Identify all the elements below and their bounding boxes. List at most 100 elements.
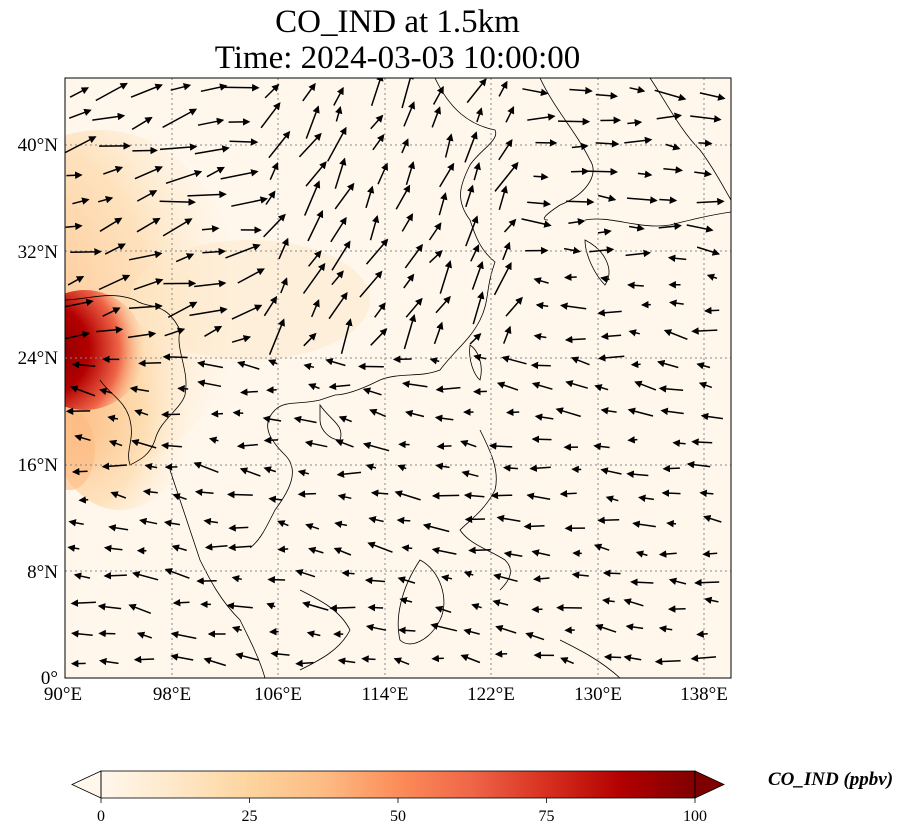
wind-arrow (594, 384, 609, 392)
wind-arrow (473, 162, 481, 181)
wind-arrow (434, 414, 454, 423)
wind-arrow (311, 299, 320, 318)
wind-arrow (460, 439, 477, 448)
wind-arrow (130, 83, 163, 98)
wind-arrow (227, 490, 253, 499)
gridlines (65, 78, 731, 678)
wind-arrow (133, 655, 155, 664)
wind-arrow (593, 442, 610, 451)
wind-arrow (197, 360, 224, 369)
wind-arrow (656, 112, 682, 120)
wind-arrow (658, 550, 677, 558)
wind-arrow (170, 83, 192, 91)
wind-arrow (374, 302, 386, 318)
co-field-hotspot (65, 290, 145, 410)
wind-arrow (167, 301, 198, 319)
wind-arrow (468, 546, 491, 555)
wind-arrow (663, 166, 683, 174)
wind-arrow (626, 470, 649, 478)
colorbar: 0 25 50 75 100 (71, 770, 725, 825)
wind-arrow (239, 467, 261, 477)
wind-arrow (686, 460, 711, 469)
wind-arrow (533, 332, 547, 341)
map-frame (64, 77, 732, 679)
wind-arrow (133, 278, 164, 291)
wind-arrow (220, 83, 260, 92)
wind-arrow (654, 89, 687, 101)
wind-arrow (658, 222, 682, 230)
wind-arrow (266, 602, 276, 610)
wind-arrow (464, 515, 486, 524)
wind-arrow (559, 489, 577, 498)
wind-arrow (623, 598, 644, 607)
wind-arrow (435, 462, 450, 471)
wind-arrow (172, 598, 190, 607)
wind-arrow (307, 209, 324, 242)
wind-arrow (204, 543, 228, 551)
wind-arrow (331, 270, 344, 286)
wind-arrow (560, 657, 574, 665)
wind-arrow (107, 414, 119, 423)
wind-arrow (623, 654, 642, 662)
wind-arrow (699, 489, 714, 498)
wind-arrow (237, 360, 260, 370)
wind-arrow (465, 215, 479, 247)
wind-arrow (434, 605, 452, 614)
wind-arrow (99, 217, 123, 232)
wind-arrow (472, 291, 485, 325)
wind-arrow (568, 218, 586, 226)
wind-arrow (138, 359, 162, 367)
wind-arrow (365, 238, 389, 265)
wind-arrow (395, 184, 411, 210)
wind-arrow (306, 630, 321, 638)
wind-arrow (522, 88, 549, 97)
wind-arrow (564, 335, 586, 344)
wind-arrow (571, 571, 589, 579)
wind-arrow (370, 114, 384, 130)
wind-arrow (340, 318, 353, 354)
wind-arrow (263, 436, 279, 444)
wind-arrow (595, 623, 617, 633)
wind-arrow (102, 307, 121, 317)
wind-arrow (370, 489, 389, 497)
wind-arrow (341, 569, 355, 578)
wind-arrow (231, 304, 263, 320)
wind-arrow (605, 495, 619, 503)
wind-arrow (466, 78, 487, 104)
wind-arrow (337, 657, 356, 665)
wind-arrow (496, 514, 521, 523)
wind-arrow (134, 166, 163, 180)
wind-arrow (263, 213, 286, 238)
wind-arrow (694, 578, 720, 587)
wind-arrow (338, 415, 352, 423)
wind-arrow (364, 576, 386, 585)
wind-arrow (662, 464, 680, 473)
wind-arrow (204, 325, 223, 337)
wind-arrow (624, 136, 653, 145)
wind-arrow (103, 544, 123, 553)
wind-arrow (305, 105, 320, 139)
wind-arrow (398, 626, 416, 635)
wind-arrow (263, 295, 278, 317)
wind-arrow (365, 185, 375, 209)
wind-arrow (139, 517, 158, 526)
wind-arrow (99, 657, 119, 666)
wind-arrow (127, 330, 157, 339)
wind-arrow (401, 78, 414, 109)
lon-tick-label: 98°E (153, 684, 191, 705)
wind-arrow (226, 602, 253, 610)
wind-arrow (505, 106, 515, 123)
wind-arrow (208, 436, 219, 444)
wind-arrow (600, 275, 610, 283)
wind-arrow (194, 145, 230, 155)
wind-arrow (132, 146, 158, 155)
wind-arrow (203, 657, 227, 667)
wind-arrow (530, 361, 551, 370)
wind-arrow (396, 516, 411, 525)
wind-arrow (668, 577, 687, 585)
wind-arrow (267, 575, 286, 584)
wind-arrow (305, 161, 327, 187)
wind-arrow (463, 628, 480, 636)
wind-arrow (97, 603, 122, 611)
wind-arrow (162, 108, 198, 129)
